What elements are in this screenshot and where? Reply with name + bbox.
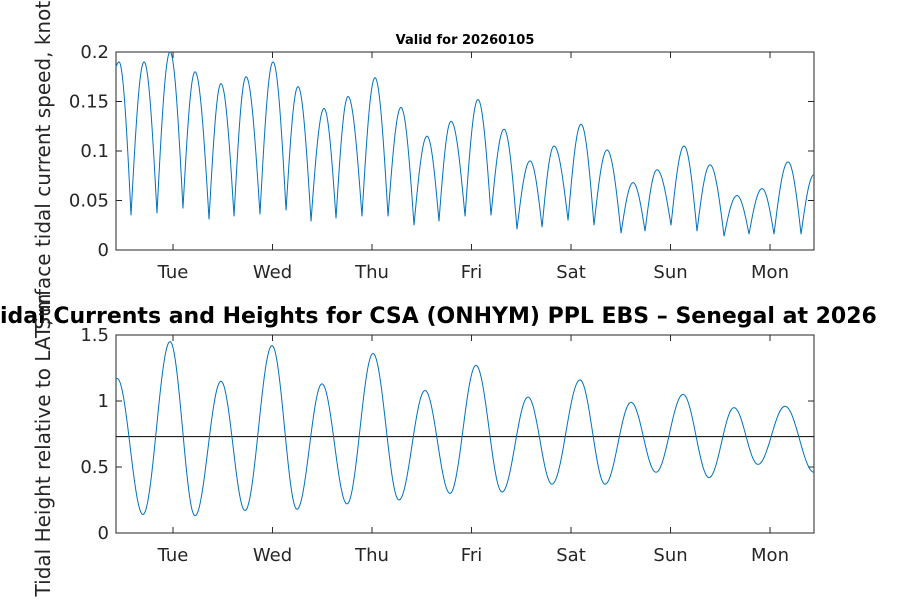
y-tick-label: 0 [98,523,109,544]
x-tick-label: Tue [157,545,189,566]
axes-box [115,51,815,251]
y-tick-label: 0.1 [80,141,109,162]
tidal-height-axes: 0 0.5 1 1.5 Tue Wed Thu Fri Sat Sun Mon [80,325,815,566]
x-tick-label: Sat [556,262,586,283]
y-tick-label: 0.2 [80,42,109,63]
axes-box [115,334,815,534]
x-tick-label: Fri [461,545,482,566]
x-tick-label: Mon [751,545,789,566]
y-tick-label: 1 [98,391,109,412]
main-title: Tidal Currents and Heights for CSA (ONHY… [0,304,877,329]
tidal-height-ylabel: Tidal Height relative to LAT, m [31,294,55,598]
x-tick-label: Fri [461,262,482,283]
y-tick-label: 0 [98,240,109,261]
y-tick-label: 0.15 [69,92,109,113]
y-tick-label: 1.5 [80,325,109,346]
x-tick-label: Sat [556,545,586,566]
x-tick-label: Tue [157,262,189,283]
current-speed-axes: 0 0.05 0.1 0.15 0.2 Tue Wed Thu Fri Sat Sun Mon [69,42,815,283]
x-tick-label: Mon [751,262,789,283]
x-tick-label: Thu [354,262,389,283]
series-line-current-speed [115,51,815,237]
series-line-tidal-height [116,340,815,517]
y-tick-label: 0.5 [80,457,109,478]
x-tick-label: Wed [253,545,292,566]
x-tick-label: Sun [653,545,687,566]
x-tick-label: Sun [653,262,687,283]
x-tick-label: Wed [253,262,292,283]
current-speed-ylabel: Surface tidal current speed, knots [31,0,55,330]
y-tick-label: 0.05 [69,191,109,212]
x-tick-label: Thu [354,545,389,566]
current-speed-title: Valid for 20260105 [396,33,535,48]
